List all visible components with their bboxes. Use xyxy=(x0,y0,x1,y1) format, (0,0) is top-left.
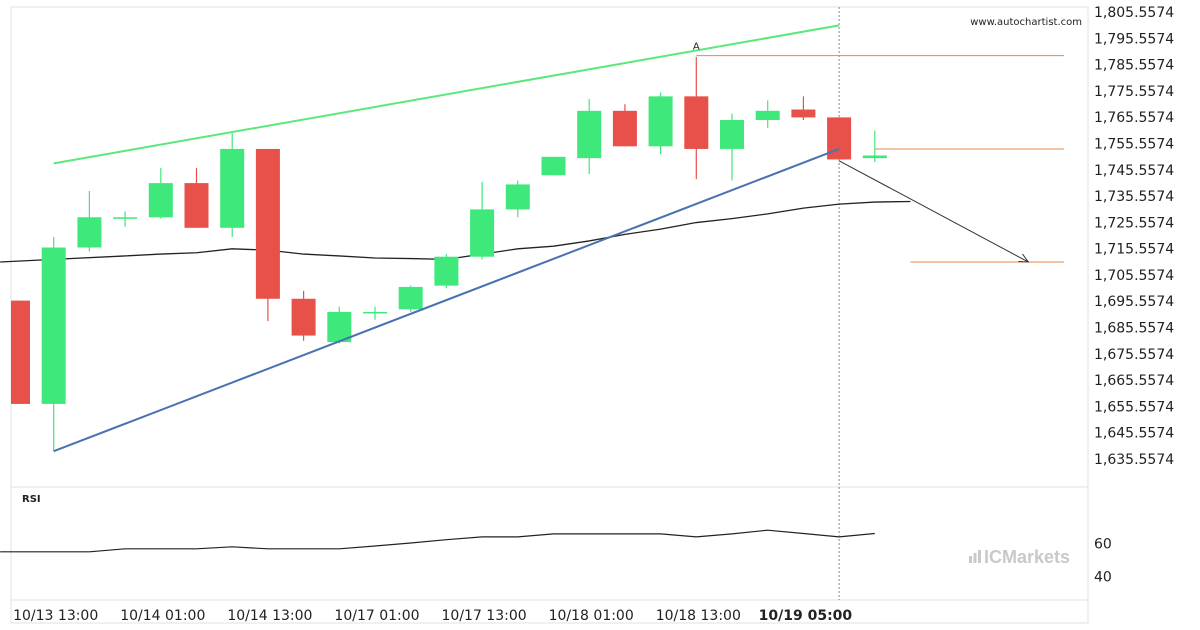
rsi-axis: 60 40 xyxy=(1094,537,1112,586)
candle xyxy=(720,113,744,181)
candles xyxy=(11,56,887,452)
price-tick-label: 1,705.5574 xyxy=(1094,268,1174,284)
time-tick-label: 10/18 13:00 xyxy=(656,608,741,624)
time-tick-label: 10/17 13:00 xyxy=(442,608,527,624)
rsi-tick-label: 60 xyxy=(1094,537,1112,553)
candle xyxy=(612,104,637,147)
time-axis: 10/13 13:00 10/14 01:00 10/14 13:00 10/17 0… xyxy=(13,608,852,624)
chart-frame xyxy=(10,6,1089,624)
resistance-trendline xyxy=(53,24,840,165)
candle xyxy=(791,96,816,121)
candle-body xyxy=(148,183,173,218)
candle-body xyxy=(612,110,637,147)
price-tick-label: 1,775.5574 xyxy=(1094,84,1174,100)
candle xyxy=(577,99,602,174)
candle-body xyxy=(11,300,30,404)
price-tick-label: 1,755.5574 xyxy=(1094,137,1174,153)
peak-marker-label: A xyxy=(693,42,700,53)
time-tick-label: 10/13 13:00 xyxy=(13,608,98,624)
brand-text: ICMarkets xyxy=(984,547,1070,567)
candle-body xyxy=(862,155,887,159)
support-trendline xyxy=(53,148,840,453)
candle xyxy=(113,211,138,227)
candle xyxy=(291,290,316,341)
candle-body xyxy=(113,217,138,219)
candle-body xyxy=(255,148,280,299)
candle xyxy=(220,133,245,237)
candle-body xyxy=(684,96,709,149)
candle-body xyxy=(184,183,209,228)
candle xyxy=(255,148,280,322)
candle xyxy=(755,100,780,128)
candle xyxy=(77,191,102,252)
time-tick-label: 10/19 05:00 xyxy=(759,608,853,624)
price-tick-label: 1,675.5574 xyxy=(1094,347,1174,363)
price-tick-label: 1,635.5574 xyxy=(1094,452,1174,468)
time-tick-label: 10/17 01:00 xyxy=(334,608,419,624)
candle xyxy=(184,168,209,228)
candle-body xyxy=(791,109,816,118)
candle xyxy=(148,168,173,219)
watermark-url: www.autochartist.com xyxy=(970,17,1082,28)
time-tick-label: 10/14 13:00 xyxy=(227,608,312,624)
price-tick-label: 1,805.5574 xyxy=(1094,5,1174,21)
horizontal-levels xyxy=(696,55,1065,263)
price-axis: 1,805.5574 1,795.5574 1,785.5574 1,775.5574… xyxy=(1094,5,1174,468)
rsi-tick-label: 40 xyxy=(1094,570,1112,586)
candle xyxy=(41,237,66,452)
rsi-label: RSI xyxy=(22,494,41,505)
price-tick-label: 1,685.5574 xyxy=(1094,321,1174,337)
candle xyxy=(862,130,887,163)
candle xyxy=(398,285,423,312)
forecast-arrow xyxy=(838,160,1030,263)
time-tick-label: 10/14 01:00 xyxy=(120,608,205,624)
price-tick-label: 1,785.5574 xyxy=(1094,58,1174,74)
candle-body xyxy=(648,96,673,147)
price-tick-label: 1,725.5574 xyxy=(1094,215,1174,231)
candle-body xyxy=(755,110,780,121)
candle-body xyxy=(720,120,744,149)
price-tick-label: 1,645.5574 xyxy=(1094,426,1174,442)
candle-body xyxy=(327,311,352,343)
candle-body xyxy=(577,110,602,159)
rsi-line xyxy=(0,529,875,553)
candle-body xyxy=(434,256,459,286)
candle xyxy=(11,300,30,404)
candle-body xyxy=(505,184,530,210)
candle-body xyxy=(41,247,66,404)
candle-body xyxy=(291,298,316,336)
candle xyxy=(541,156,566,176)
time-tick-label: 10/18 01:00 xyxy=(549,608,634,624)
candle xyxy=(684,56,709,180)
candle xyxy=(327,306,352,344)
candle xyxy=(363,306,387,320)
candle-body xyxy=(470,209,495,257)
price-tick-label: 1,665.5574 xyxy=(1094,373,1174,389)
price-tick-label: 1,745.5574 xyxy=(1094,163,1174,179)
price-tick-label: 1,715.5574 xyxy=(1094,242,1174,258)
brand-logo: ICMarkets xyxy=(969,547,1070,567)
candle xyxy=(648,92,673,155)
candle xyxy=(505,180,530,218)
candle-body xyxy=(363,311,387,314)
candle xyxy=(470,181,495,260)
price-tick-label: 1,695.5574 xyxy=(1094,294,1174,310)
candle-body xyxy=(77,217,102,248)
price-tick-label: 1,655.5574 xyxy=(1094,399,1174,415)
candle-body xyxy=(541,156,566,176)
price-tick-label: 1,795.5574 xyxy=(1094,31,1174,47)
candle-body xyxy=(398,286,423,310)
price-tick-label: 1,735.5574 xyxy=(1094,189,1174,205)
bars-icon xyxy=(969,550,981,563)
price-tick-label: 1,765.5574 xyxy=(1094,110,1174,126)
candle xyxy=(434,254,459,289)
candle-body xyxy=(220,148,245,228)
